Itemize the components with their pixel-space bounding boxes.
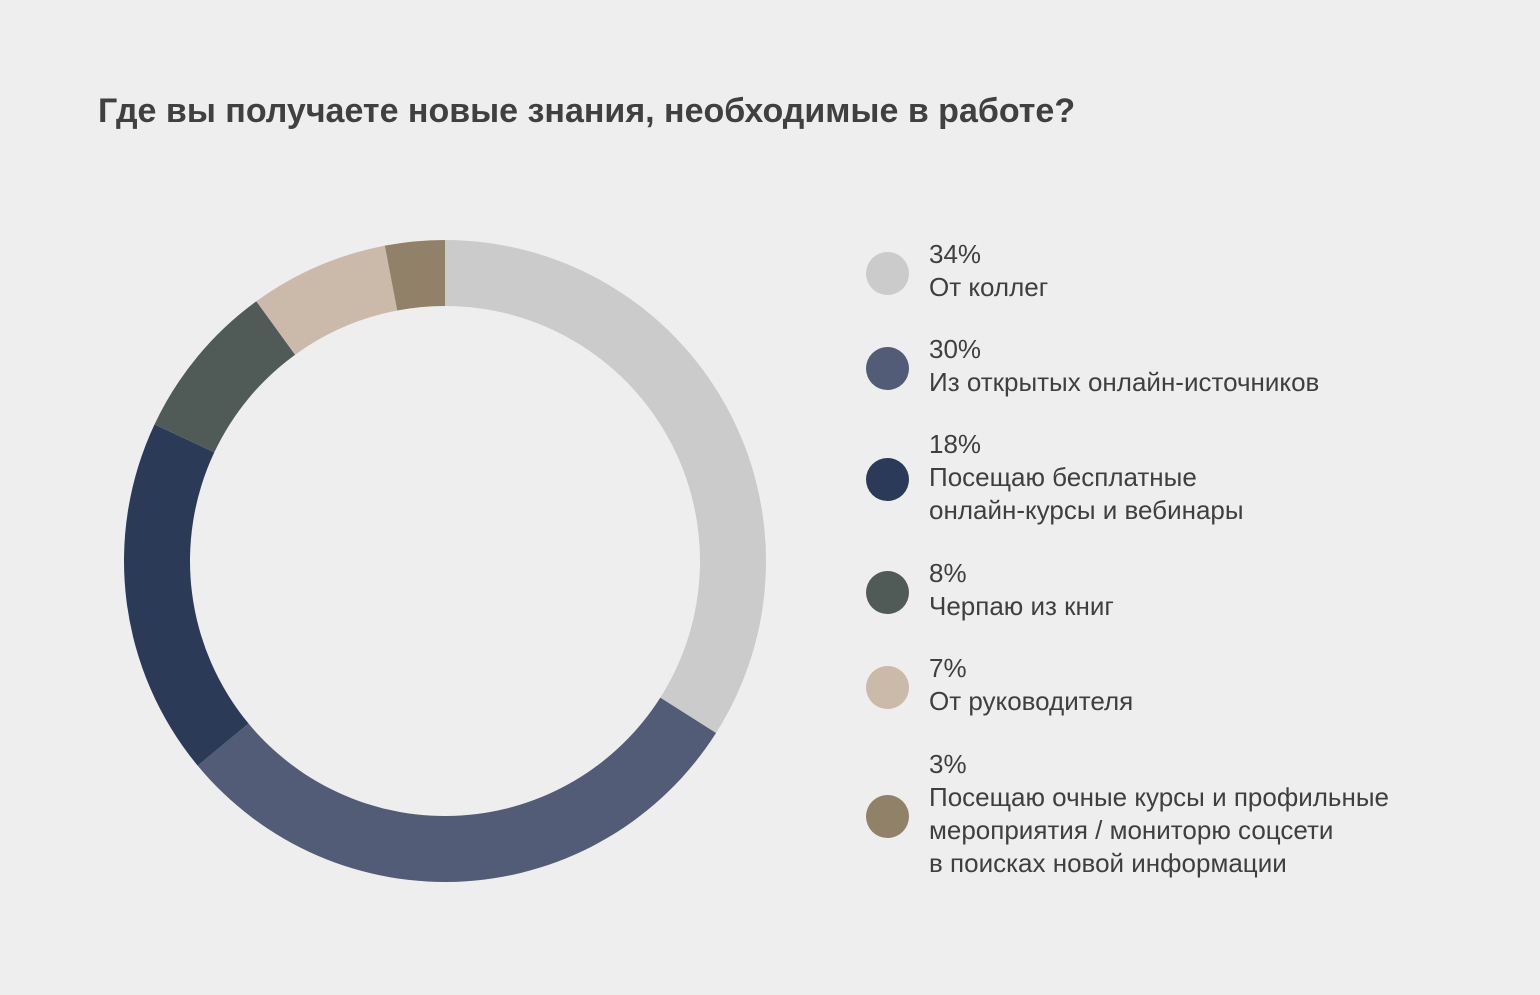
legend-swatch — [866, 666, 909, 709]
legend-label: Черпаю из книг — [929, 591, 1114, 621]
legend-value: 3% — [929, 749, 967, 779]
legend-swatch — [866, 458, 909, 501]
legend-value: 18% — [929, 429, 982, 459]
legend-value: 8% — [929, 558, 967, 588]
legend-label: Посещаю очные курсы и профильные меропри… — [929, 782, 1389, 878]
legend-value: 30% — [929, 334, 982, 364]
donut-slice-4 — [154, 301, 296, 453]
donut-slice-6 — [384, 240, 445, 311]
donut-slice-5 — [256, 245, 398, 355]
legend-swatch — [866, 795, 909, 838]
donut-slice-1 — [445, 240, 766, 734]
chart-title: Где вы получаете новые знания, необходим… — [98, 92, 1076, 130]
donut-slice-2 — [197, 697, 717, 882]
legend-swatch — [866, 347, 909, 390]
donut-chart — [124, 240, 766, 882]
legend-label: От коллег — [929, 272, 1049, 302]
legend-label: От руководителя — [929, 686, 1134, 716]
legend-swatch — [866, 252, 909, 295]
legend-swatch — [866, 571, 909, 614]
donut-slice-3 — [124, 424, 249, 766]
legend-label: Посещаю бесплатные онлайн-курсы и вебина… — [929, 462, 1244, 525]
legend-value: 34% — [929, 239, 982, 269]
legend-label: Из открытых онлайн-источников — [929, 367, 1320, 397]
legend-value: 7% — [929, 653, 967, 683]
